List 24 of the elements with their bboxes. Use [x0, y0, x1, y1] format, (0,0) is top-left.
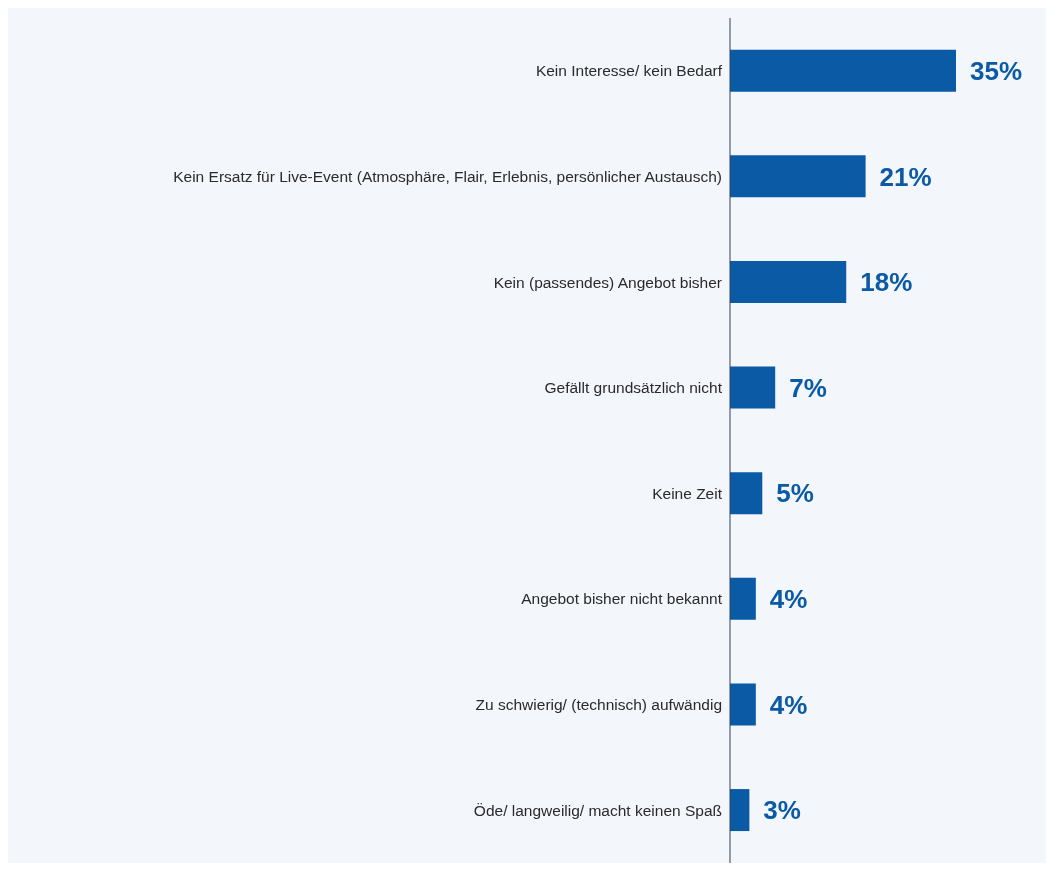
y-tick-label: Kein (passendes) Angebot bisher: [493, 273, 722, 291]
y-tick-label: Kein Interesse/ kein Bedarf: [535, 62, 723, 80]
y-tick-label: Kein Ersatz für Live-Event (Atmosphäre, Flair, Erlebnis, persönlicher Austausch): [173, 167, 722, 185]
bar: [730, 49, 956, 92]
data-label: 7%: [789, 372, 827, 403]
data-label: 21%: [879, 161, 932, 192]
bar: [730, 789, 750, 832]
data-label: 3%: [763, 795, 801, 826]
bar: [730, 155, 866, 198]
data-label: 35%: [970, 55, 1023, 86]
bar: [730, 472, 763, 515]
data-label: 4%: [769, 689, 808, 720]
y-tick-label: Gefällt grundsätzlich nicht: [544, 379, 723, 397]
y-tick-label: Zu schwierig/ (technisch) aufwändig: [475, 696, 722, 714]
data-label: 4%: [769, 584, 808, 615]
y-tick-label: Öde/ langweilig/ macht keinen Spaß: [473, 801, 722, 819]
bar: [730, 683, 756, 726]
y-tick-label: Angebot bisher nicht bekannt: [521, 590, 723, 608]
y-tick-label: Keine Zeit: [652, 484, 723, 502]
bar: [730, 260, 847, 303]
bar: [730, 366, 776, 409]
data-label: 18%: [860, 267, 913, 298]
bar: [730, 577, 756, 620]
data-label: 5%: [776, 478, 814, 509]
